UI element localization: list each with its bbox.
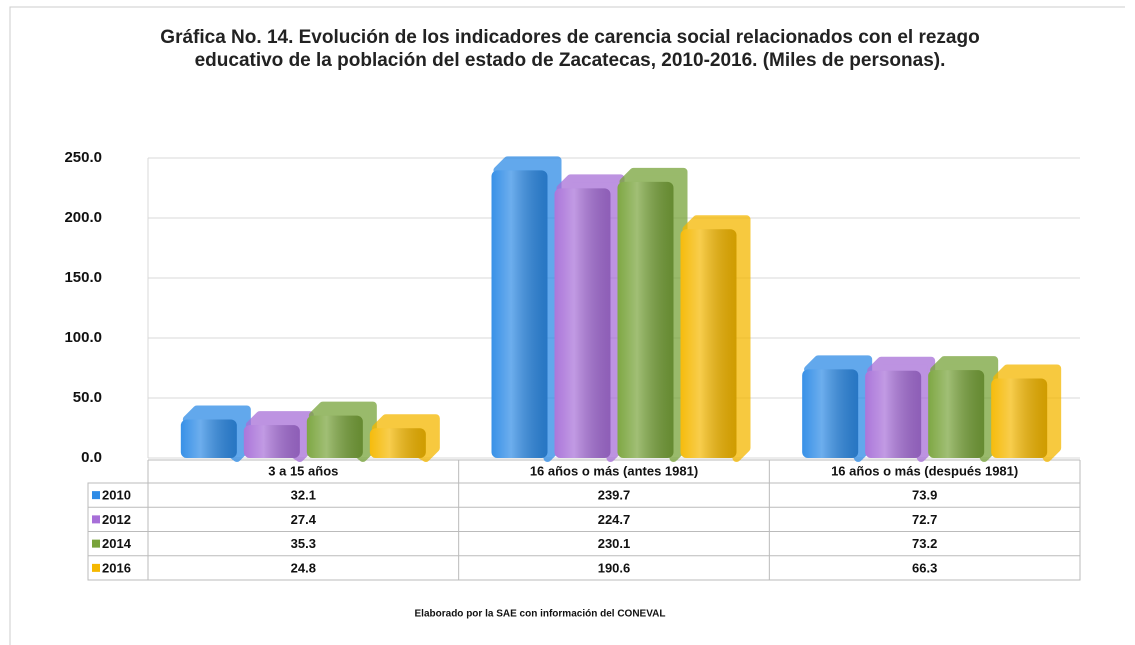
bar-shine: [680, 229, 737, 458]
table-value: 24.8: [291, 560, 316, 575]
table-value: 35.3: [291, 536, 316, 551]
bar-shine: [491, 170, 548, 459]
y-tick-label: 100.0: [64, 329, 102, 346]
table-value: 230.1: [598, 536, 631, 551]
legend-label: 2014: [102, 536, 132, 551]
bar-shine: [991, 378, 1048, 458]
bar-shine: [306, 415, 363, 458]
x-tick-label: 16 años o más (después 1981): [831, 463, 1018, 478]
legend-label: 2010: [102, 488, 131, 503]
legend-swatch: [92, 539, 100, 548]
bar-shine: [928, 370, 985, 458]
y-tick-label: 50.0: [73, 389, 102, 406]
chart-title: Gráfica No. 14. Evolución de los indicad…: [160, 27, 980, 71]
x-tick-label: 3 a 15 años: [268, 463, 338, 478]
table-value: 66.3: [912, 560, 937, 575]
bar-shine: [865, 370, 922, 458]
y-tick-label: 0.0: [81, 449, 102, 466]
y-tick-label: 150.0: [64, 269, 102, 286]
bar-shine: [802, 369, 859, 458]
legend-label: 2016: [102, 560, 131, 575]
legend-swatch: [92, 491, 100, 500]
table-value: 73.9: [912, 488, 937, 503]
y-tick-label: 250.0: [64, 149, 102, 166]
bar-shine: [180, 419, 237, 458]
legend-swatch: [92, 563, 100, 572]
table-value: 73.2: [912, 536, 937, 551]
bar-shine: [369, 428, 426, 458]
table-value: 224.7: [598, 512, 631, 527]
table-value: 27.4: [291, 512, 317, 527]
table-value: 190.6: [598, 560, 631, 575]
frame: [9, 6, 1125, 645]
legend-label: 2012: [102, 512, 131, 527]
x-tick-label: 16 años o más (antes 1981): [530, 463, 698, 478]
table-value: 239.7: [598, 488, 631, 503]
legend-swatch: [92, 515, 100, 524]
table-value: 32.1: [291, 488, 316, 503]
source-note: Elaborado por la SAE con información del…: [415, 609, 666, 620]
y-tick-label: 200.0: [64, 209, 102, 226]
table-value: 72.7: [912, 512, 937, 527]
bar-shine: [617, 181, 674, 458]
bar-shine: [243, 425, 300, 458]
bar-shine: [554, 188, 611, 459]
